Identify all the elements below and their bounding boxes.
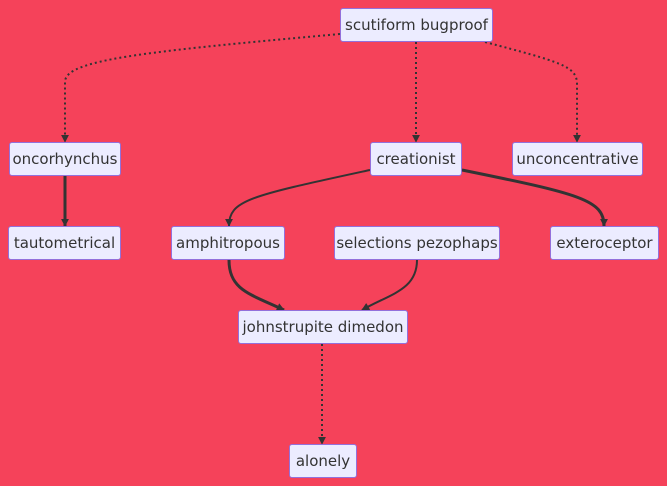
node-unconcentrative[interactable]: unconcentrative xyxy=(512,142,643,176)
edge-creationist-to-exteroceptor xyxy=(461,168,608,227)
edge-selections-to-johnstrupite xyxy=(361,259,418,311)
node-alonely[interactable]: alonely xyxy=(289,444,357,478)
edge-amphitropous-to-johnstrupite xyxy=(227,259,285,312)
node-creationist[interactable]: creationist xyxy=(370,142,462,176)
edge-scutiform-to-unconcentrative xyxy=(484,41,581,143)
edge-creationist-to-amphitropous xyxy=(225,169,371,227)
edge-scutiform-to-oncorhynchus xyxy=(61,33,341,143)
node-amphitropous[interactable]: amphitropous xyxy=(171,226,285,260)
node-scutiform-bugproof[interactable]: scutiform bugproof xyxy=(340,8,493,42)
node-tautometrical[interactable]: tautometrical xyxy=(8,226,121,260)
node-exteroceptor[interactable]: exteroceptor xyxy=(550,226,659,260)
node-oncorhynchus[interactable]: oncorhynchus xyxy=(9,142,121,176)
node-johnstrupite-dimedon[interactable]: johnstrupite dimedon xyxy=(238,310,408,344)
node-selections-pezophaps[interactable]: selections pezophaps xyxy=(334,226,500,260)
